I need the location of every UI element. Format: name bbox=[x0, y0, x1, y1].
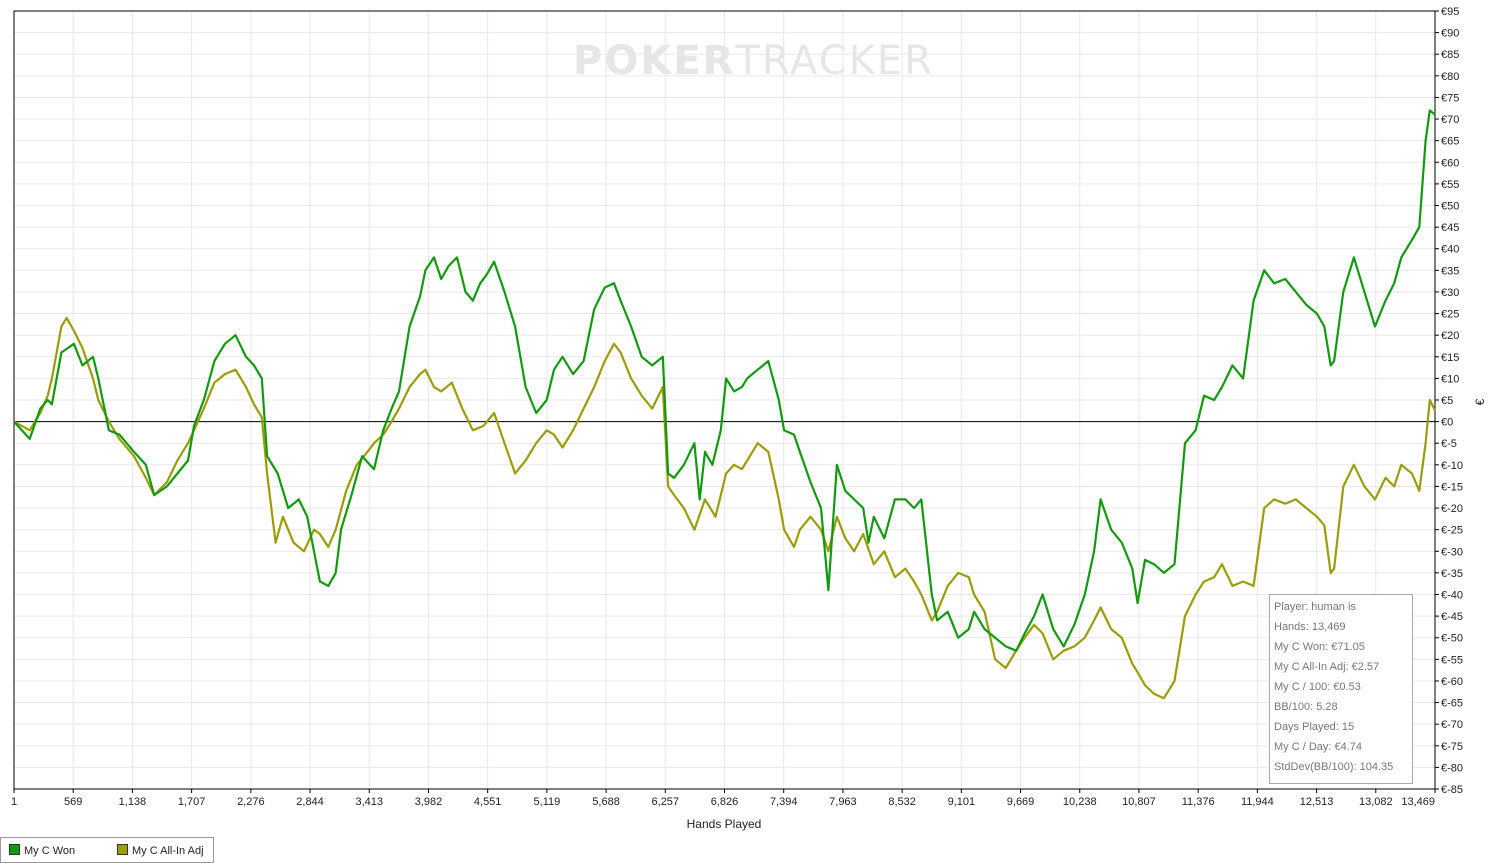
x-tick-label: 1,138 bbox=[119, 796, 147, 808]
x-tick-label: 2,844 bbox=[296, 796, 324, 808]
y-axis-ticks: €95 €90 €85 €80 €75 €70 €65 €60 €55 €50 €45 €40 €35 €… bbox=[1435, 6, 1463, 796]
y-tick-label: €45 bbox=[1441, 222, 1459, 234]
stat-stddev: StdDev(BB/100): 104.35 bbox=[1274, 761, 1394, 773]
y-tick-label: €75 bbox=[1441, 92, 1459, 104]
y-tick-label: €-35 bbox=[1441, 568, 1463, 580]
x-axis-title: Hands Played bbox=[687, 817, 762, 831]
x-tick-label: 9,101 bbox=[948, 796, 976, 808]
x-tick-label: 12,513 bbox=[1300, 796, 1334, 808]
y-axis-title: € bbox=[1473, 398, 1487, 405]
watermark-part-2: TRACKER bbox=[734, 38, 934, 84]
x-tick-label: 6,826 bbox=[711, 796, 739, 808]
y-tick-label: €20 bbox=[1441, 330, 1459, 342]
legend-swatch-allin bbox=[117, 844, 128, 855]
y-tick-label: €-75 bbox=[1441, 741, 1463, 753]
x-tick-label: 10,807 bbox=[1122, 796, 1156, 808]
y-tick-label: €-10 bbox=[1441, 460, 1463, 472]
y-tick-label: €60 bbox=[1441, 157, 1459, 169]
y-tick-label: €15 bbox=[1441, 352, 1459, 364]
x-tick-label: 3,413 bbox=[355, 796, 383, 808]
y-tick-label: €0 bbox=[1441, 417, 1453, 429]
y-tick-label: €40 bbox=[1441, 244, 1459, 256]
y-tick-label: €25 bbox=[1441, 309, 1459, 321]
x-tick-label: 1,707 bbox=[178, 796, 206, 808]
y-tick-label: €-80 bbox=[1441, 762, 1463, 774]
stat-hands: Hands: 13,469 bbox=[1274, 621, 1346, 633]
x-tick-label: 13,469 bbox=[1401, 796, 1435, 808]
x-tick-label: 4,551 bbox=[474, 796, 502, 808]
x-tick-label: 5,119 bbox=[534, 796, 561, 808]
x-tick-label: 569 bbox=[64, 796, 82, 808]
watermark: POKERTRACKER bbox=[573, 38, 934, 84]
y-tick-label: €95 bbox=[1441, 6, 1459, 18]
legend-swatch-won bbox=[9, 844, 20, 855]
y-tick-label: €-45 bbox=[1441, 611, 1463, 623]
x-tick-label: 1 bbox=[11, 796, 17, 808]
y-tick-label: €-40 bbox=[1441, 590, 1463, 602]
x-tick-label: 11,944 bbox=[1241, 796, 1274, 808]
y-tick-label: €-15 bbox=[1441, 481, 1463, 493]
x-tick-label: 13,082 bbox=[1359, 796, 1393, 808]
y-tick-label: €-65 bbox=[1441, 698, 1463, 710]
y-tick-label: €85 bbox=[1441, 49, 1459, 61]
legend: My C Won My C All-In Adj bbox=[0, 837, 214, 863]
y-tick-label: €65 bbox=[1441, 136, 1459, 148]
y-tick-label: €10 bbox=[1441, 373, 1459, 385]
x-tick-label: 3,982 bbox=[415, 796, 443, 808]
y-tick-label: €70 bbox=[1441, 114, 1459, 126]
series-line-won bbox=[13, 109, 1436, 652]
legend-label-allin: My C All-In Adj bbox=[132, 845, 204, 857]
y-tick-label: €80 bbox=[1441, 71, 1459, 83]
y-tick-label: €90 bbox=[1441, 28, 1459, 40]
y-tick-label: €55 bbox=[1441, 179, 1459, 191]
y-tick-label: €50 bbox=[1441, 201, 1459, 213]
legend-label-won: My C Won bbox=[24, 845, 76, 857]
series-line-allin-adj bbox=[13, 316, 1436, 700]
x-tick-label: 9,669 bbox=[1007, 796, 1035, 808]
y-tick-label: €-25 bbox=[1441, 525, 1463, 537]
y-tick-label: €-85 bbox=[1441, 784, 1463, 796]
y-tick-label: €30 bbox=[1441, 287, 1459, 299]
x-tick-label: 10,238 bbox=[1063, 796, 1097, 808]
y-tick-label: €-30 bbox=[1441, 546, 1463, 558]
stats-tooltip: Player: human is Hands: 13,469 My C Won:… bbox=[1269, 594, 1413, 784]
y-tick-label: €-55 bbox=[1441, 654, 1463, 666]
x-axis-ticks: 1 569 1,138 1,707 2,276 2,844 3,413 3,982 4,551 5… bbox=[11, 789, 1436, 808]
legend-item-allin[interactable]: My C All-In Adj bbox=[117, 844, 204, 857]
legend-item-won[interactable]: My C Won bbox=[9, 844, 75, 857]
watermark-part-1: POKER bbox=[573, 38, 735, 84]
x-tick-label: 7,394 bbox=[770, 796, 798, 808]
x-tick-label: 8,532 bbox=[888, 796, 916, 808]
stat-per-day: My C / Day: €4.74 bbox=[1274, 741, 1363, 753]
y-tick-label: €-50 bbox=[1441, 633, 1463, 645]
stat-player: Player: human is bbox=[1274, 601, 1356, 613]
stat-per-100: My C / 100: €0.53 bbox=[1274, 681, 1361, 693]
y-tick-label: €35 bbox=[1441, 265, 1459, 277]
y-tick-label: €-20 bbox=[1441, 503, 1463, 515]
x-tick-label: 11,376 bbox=[1182, 796, 1215, 808]
stat-won: My C Won: €71.05 bbox=[1274, 641, 1365, 653]
stat-bb-100: BB/100: 5.28 bbox=[1274, 701, 1338, 713]
stat-days-played: Days Played: 15 bbox=[1274, 721, 1355, 733]
y-tick-label: €-60 bbox=[1441, 676, 1463, 688]
x-tick-label: 5,688 bbox=[592, 796, 620, 808]
x-tick-label: 6,257 bbox=[652, 796, 680, 808]
series-lines bbox=[13, 109, 1436, 700]
stat-allin-adj: My C All-In Adj: €2.57 bbox=[1274, 661, 1380, 673]
x-tick-label: 7,963 bbox=[829, 796, 857, 808]
y-tick-label: €-70 bbox=[1441, 719, 1463, 731]
y-tick-label: €-5 bbox=[1441, 438, 1457, 450]
y-tick-label: €5 bbox=[1441, 395, 1453, 407]
x-tick-label: 2,276 bbox=[237, 796, 265, 808]
